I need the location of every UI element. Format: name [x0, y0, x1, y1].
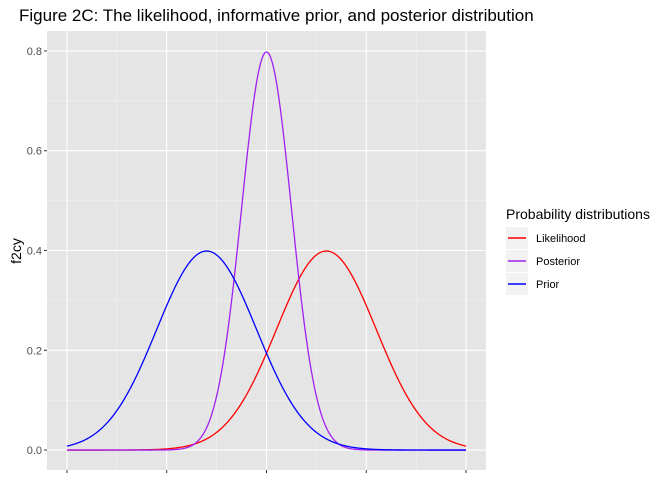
legend-title: Probability distributions	[506, 206, 650, 222]
y-axis: 0.0 0.2 0.4 0.6 0.8	[27, 46, 47, 457]
x-axis	[66, 470, 467, 473]
legend-label-likelihood: Likelihood	[536, 233, 586, 245]
legend-label-prior: Prior	[536, 279, 560, 291]
series-line-prior	[66, 250, 467, 451]
y-tick-label: 0.0	[27, 445, 42, 457]
y-tick-label: 0.4	[27, 246, 42, 258]
legend-label-posterior: Posterior	[536, 256, 580, 268]
y-tick-label: 0.6	[27, 146, 42, 158]
chart-title: Figure 2C: The likelihood, informative p…	[19, 6, 534, 25]
y-tick-label: 0.2	[27, 345, 42, 357]
legend: Probability distributions Likelihood Post…	[506, 206, 650, 295]
y-tick-label: 0.8	[27, 46, 42, 58]
series-layer	[66, 51, 467, 451]
y-axis-title: f2cy	[8, 238, 24, 264]
